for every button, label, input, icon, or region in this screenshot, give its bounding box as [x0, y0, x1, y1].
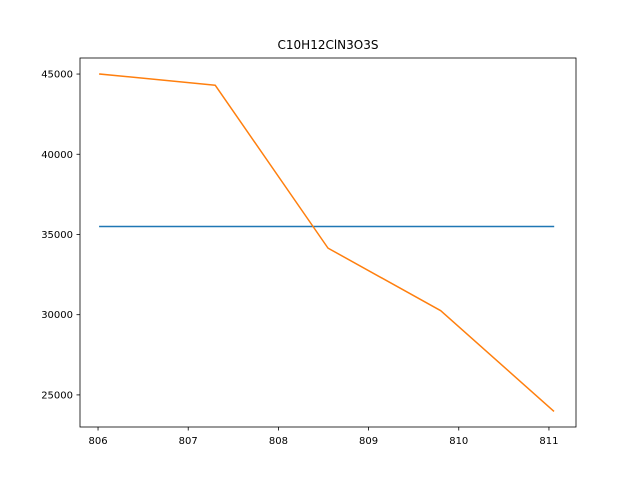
plot-frame: [79, 57, 577, 428]
series-line-2: [99, 73, 555, 413]
x-tick-label: 808: [269, 436, 288, 447]
y-tick-label: 45000: [41, 70, 73, 81]
x-tick-label: 807: [179, 436, 198, 447]
x-tick-label: 809: [359, 436, 378, 447]
y-tick-label: 25000: [41, 390, 73, 401]
x-tick-label: 806: [88, 436, 107, 447]
x-tick-label: 810: [449, 436, 468, 447]
chart-title: C10H12ClN3O3S: [278, 38, 379, 52]
x-tick-label: 811: [539, 436, 558, 447]
axes-layer: 806 807 808 809 810 811 25000 30000 35000 40000 45…: [41, 57, 577, 447]
y-tick-label: 40000: [41, 150, 73, 161]
y-tick-label: 35000: [41, 230, 73, 241]
y-tick-label: 30000: [41, 310, 73, 321]
series-layer: [99, 73, 555, 413]
